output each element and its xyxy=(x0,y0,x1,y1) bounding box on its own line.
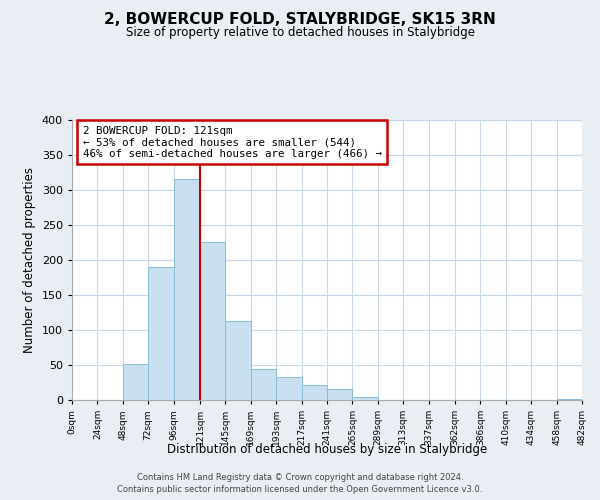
Bar xyxy=(226,321,251,400)
Text: Contains public sector information licensed under the Open Government Licence v3: Contains public sector information licen… xyxy=(118,485,482,494)
Bar xyxy=(123,364,148,400)
Bar xyxy=(173,180,200,400)
Y-axis label: Number of detached properties: Number of detached properties xyxy=(23,167,36,353)
Text: 2 BOWERCUP FOLD: 121sqm
← 53% of detached houses are smaller (544)
46% of semi-d: 2 BOWERCUP FOLD: 121sqm ← 53% of detache… xyxy=(83,126,382,159)
Bar xyxy=(276,377,302,400)
Text: Distribution of detached houses by size in Stalybridge: Distribution of detached houses by size … xyxy=(167,442,487,456)
Bar xyxy=(200,242,226,400)
Text: 2, BOWERCUP FOLD, STALYBRIDGE, SK15 3RN: 2, BOWERCUP FOLD, STALYBRIDGE, SK15 3RN xyxy=(104,12,496,28)
Bar xyxy=(251,368,276,400)
Bar xyxy=(148,267,173,400)
Bar xyxy=(327,389,352,400)
Text: Size of property relative to detached houses in Stalybridge: Size of property relative to detached ho… xyxy=(125,26,475,39)
Bar xyxy=(302,386,327,400)
Text: Contains HM Land Registry data © Crown copyright and database right 2024.: Contains HM Land Registry data © Crown c… xyxy=(137,472,463,482)
Bar xyxy=(557,398,582,400)
Bar xyxy=(352,396,378,400)
